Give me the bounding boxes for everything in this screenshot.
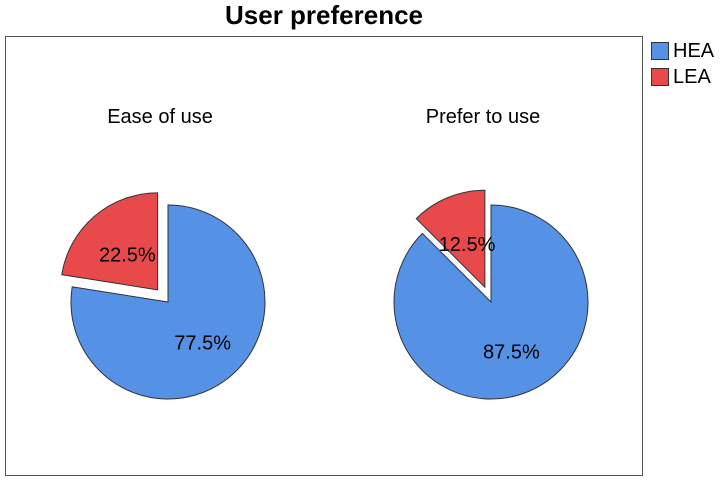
pie-slice-hea — [70, 204, 266, 400]
pie-slice-hea — [393, 204, 589, 400]
pie-slice-lea — [61, 192, 159, 291]
legend-label-lea: LEA — [673, 65, 711, 88]
pie-data-label-lea: 22.5% — [99, 244, 156, 266]
chart-title: User preference — [225, 0, 423, 30]
legend-swatch-hea — [651, 42, 669, 60]
pie-data-label-hea: 87.5% — [483, 341, 540, 363]
pie-title-ease-of-use: Ease of use — [107, 106, 213, 128]
pie-ease-of-use: Ease of use 77.5% 22.5% — [61, 106, 266, 400]
pie-data-label-lea: 12.5% — [439, 234, 496, 256]
legend-item-hea: HEA — [651, 38, 714, 64]
legend-swatch-lea — [651, 68, 669, 86]
pie-prefer-to-use: Prefer to use 87.5% 12.5% — [393, 106, 589, 400]
legend: HEA LEA — [651, 38, 714, 90]
pie-title-prefer-to-use: Prefer to use — [426, 106, 541, 128]
legend-item-lea: LEA — [651, 64, 714, 90]
legend-label-hea: HEA — [673, 39, 715, 62]
pie-data-label-hea: 77.5% — [174, 333, 231, 355]
pie-slice-lea — [415, 189, 486, 289]
plot-frame — [5, 36, 643, 476]
